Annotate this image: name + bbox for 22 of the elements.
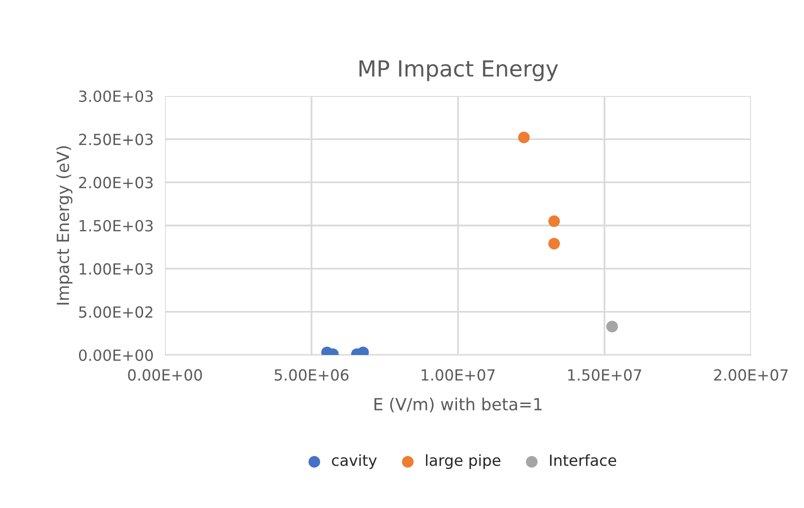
- y-tick-label: 3.00E+03: [79, 90, 153, 102]
- point: [606, 320, 618, 332]
- legend-label: large pipe: [426, 454, 500, 470]
- x-tick-label: 5.00E+06: [274, 369, 348, 381]
- x-tick-label: 2.00E+07: [714, 369, 788, 381]
- chart-title: MP Impact Energy: [360, 60, 558, 82]
- legend-label: cavity: [332, 454, 377, 470]
- y-tick-label: 1.50E+03: [80, 220, 153, 232]
- point: [548, 238, 560, 250]
- y-axis-title: Impact Energy (eV): [56, 146, 72, 304]
- point: [518, 132, 530, 144]
- x-tick-label: 1.50E+07: [568, 369, 642, 381]
- y-tick-label: 2.00E+03: [79, 176, 153, 188]
- y-tick-label: 1.00E+03: [80, 263, 153, 275]
- y-tick-label: 0.00E+00: [78, 349, 153, 362]
- point: [548, 215, 560, 227]
- x-tick-label: 0.00E+00: [128, 369, 202, 381]
- x-axis-title: E (V/m) with beta=1: [374, 398, 542, 412]
- y-tick-label: 2.50E+03: [79, 134, 153, 146]
- y-tick-label: 5.00E+02: [79, 306, 152, 318]
- legend-label: Interface: [550, 454, 616, 466]
- x-tick-label: 1.00E+07: [422, 369, 495, 381]
